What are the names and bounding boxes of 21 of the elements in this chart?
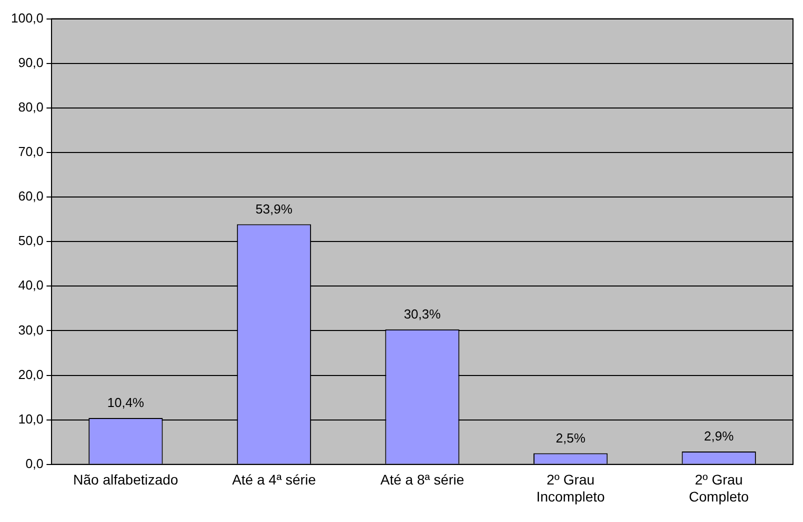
y-tick-label: 70,0 <box>18 144 44 160</box>
y-tick-label: 20,0 <box>18 366 44 382</box>
y-tick-label: 40,0 <box>18 278 44 293</box>
x-tick-label: 2º Grau Incompleto <box>536 472 606 504</box>
y-tick-label: 10,0 <box>18 411 44 426</box>
y-tick-label: 30,0 <box>18 322 44 338</box>
data-label: 10,4% <box>107 395 145 410</box>
y-tick-label: 90,0 <box>18 54 44 70</box>
y-tick-label: 100,0 <box>10 10 44 26</box>
y-tick-label: 80,0 <box>18 100 44 114</box>
data-label: 2,9% <box>704 428 734 444</box>
data-label: 53,9% <box>256 201 293 216</box>
x-tick-label: Até a 4ª série <box>232 472 316 488</box>
data-label: 2,5% <box>556 430 586 446</box>
x-tick-label: Até a 8ª série <box>380 472 464 488</box>
y-tick-label: 60,0 <box>18 188 44 204</box>
x-tick-label: Não alfabetizado <box>73 472 178 488</box>
data-label: 30,3% <box>404 306 442 322</box>
y-tick-label: 50,0 <box>18 233 44 248</box>
y-tick-label: 0,0 <box>25 456 44 471</box>
x-tick-label: 2º Grau Completo <box>688 472 750 504</box>
